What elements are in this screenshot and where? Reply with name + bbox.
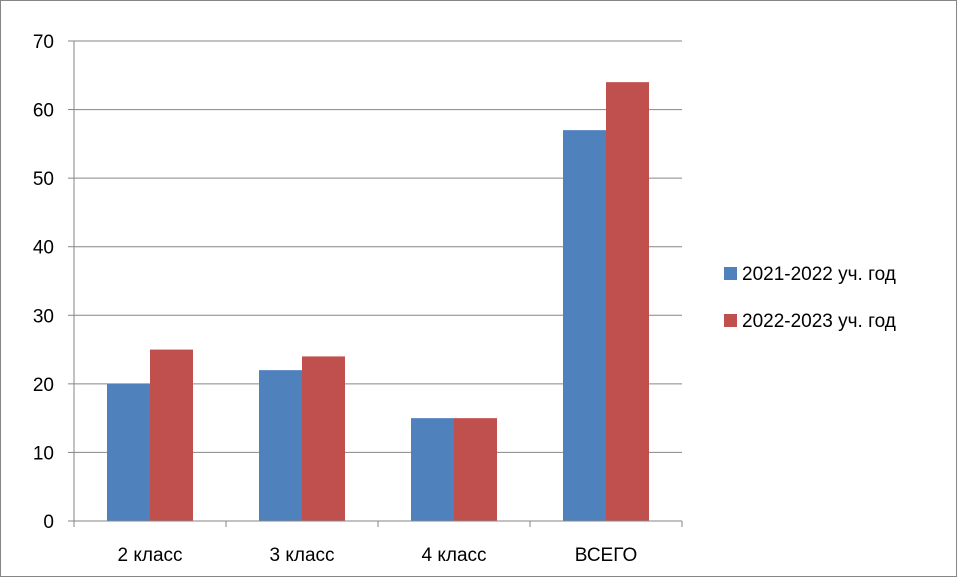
bar-2-4	[606, 82, 649, 522]
bar-2-1	[150, 349, 193, 521]
legend-swatch-1	[724, 267, 737, 280]
y-tick-label: 70	[33, 32, 54, 53]
y-tick-label: 20	[33, 375, 54, 396]
bar-2-2	[302, 356, 345, 521]
legend-swatch-2	[724, 314, 737, 327]
bar-1-4	[563, 130, 606, 521]
bar-1-1	[107, 383, 150, 521]
bars	[107, 82, 649, 522]
x-tick-label: 2 класс	[117, 545, 182, 566]
x-tick-label: 3 класс	[269, 545, 334, 566]
x-tick-label: ВСЕГО	[575, 545, 637, 566]
y-tick-label: 0	[43, 512, 54, 533]
y-tick-label: 30	[33, 306, 54, 327]
y-tick-label: 60	[33, 101, 54, 122]
axes	[68, 40, 683, 527]
bar-2-3	[454, 418, 497, 521]
legend-label-1: 2021-2022 уч. год	[742, 264, 896, 285]
y-tick-label: 40	[33, 238, 54, 259]
axis-labels: 0 10 20 30 40 50 60 70 2 класс 3 класс 4 класс ВСЕГ…	[33, 32, 637, 566]
legend: 2021-2022 уч. год 2022-2023 уч. год	[724, 264, 896, 332]
bar-1-2	[259, 370, 302, 521]
legend-label-2: 2022-2023 уч. год	[742, 311, 896, 332]
x-tick-label: 4 класс	[421, 545, 486, 566]
bar-1-3	[411, 418, 454, 521]
y-tick-label: 10	[33, 443, 54, 464]
y-tick-label: 50	[33, 169, 54, 190]
